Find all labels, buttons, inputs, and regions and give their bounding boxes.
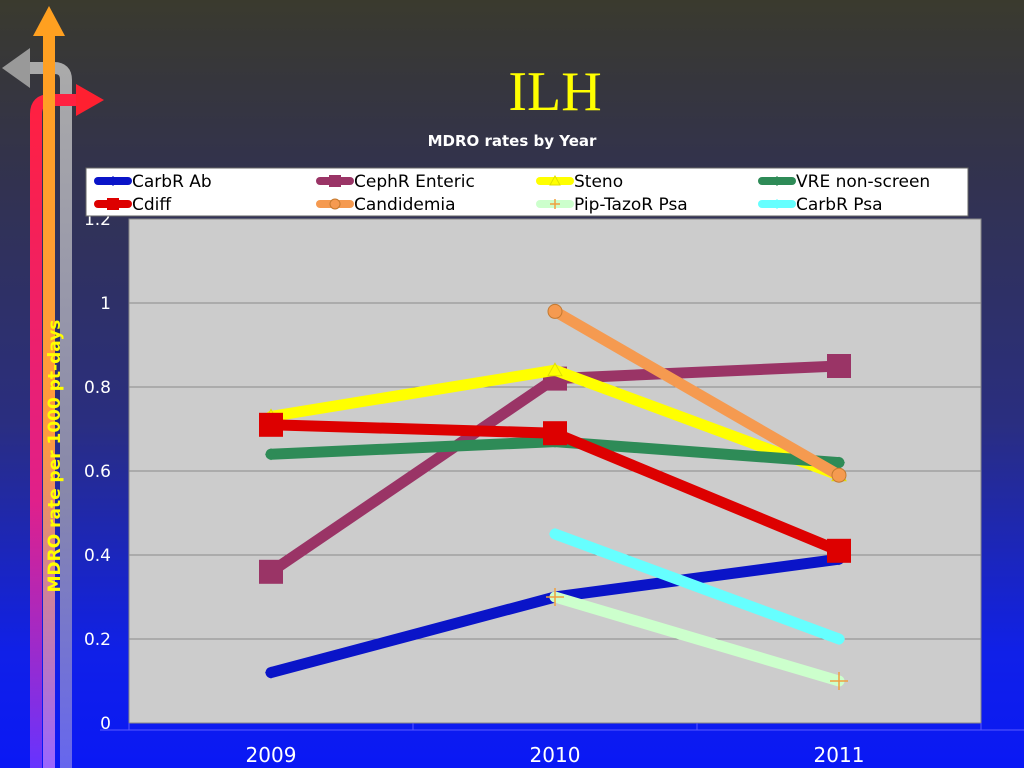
series-point-marker (265, 448, 277, 461)
legend-items: CarbR Ab CephR Enteric Steno VRE non-screen… (94, 172, 930, 215)
legend-item: CarbR Ab (94, 172, 212, 192)
red-arrowhead-icon (76, 84, 104, 116)
legend-item: Steno (536, 172, 623, 192)
series-carbr-psa (549, 528, 845, 645)
series-point-marker (108, 176, 118, 186)
y-tick-label: 0.4 (84, 546, 111, 566)
series-point-marker (546, 588, 564, 606)
decorative-arrows-graphic (2, 6, 104, 768)
series-point-marker (547, 362, 563, 377)
legend-label: Cdiff (132, 195, 172, 215)
legend-label: Pip-TazoR Psa (574, 195, 688, 215)
series-line (549, 528, 845, 645)
legend-label: CarbR Ab (132, 172, 212, 192)
series-point-marker (833, 456, 845, 469)
x-tick-label: 2010 (530, 743, 581, 767)
series-point-marker (549, 174, 561, 186)
series-line (549, 305, 845, 481)
series-point-marker (543, 421, 567, 446)
series-point-marker (772, 199, 782, 209)
series-point-marker (259, 559, 283, 584)
series-point-marker (107, 198, 119, 210)
y-axis-label: MDRO rate per 1000 pt-days (45, 320, 65, 593)
gray-arrowhead-icon (2, 48, 30, 88)
series-point-marker (547, 303, 563, 319)
series-point-marker (265, 666, 277, 679)
series-point-marker (831, 467, 847, 483)
series-point-marker (549, 528, 561, 540)
legend-item: Cdiff (94, 195, 172, 215)
series-point-marker (830, 672, 848, 690)
y-tick-label: 1 (100, 294, 111, 314)
legend-item: Candidemia (316, 195, 456, 215)
series-point-marker (329, 175, 341, 187)
legend (85, 167, 969, 217)
series-layer (259, 303, 851, 690)
series-point-marker (827, 538, 851, 563)
x-tick-label: 2011 (814, 743, 865, 767)
legend-label: CarbR Psa (796, 195, 883, 215)
legend-label: VRE non-screen (796, 172, 930, 192)
chart-title: MDRO rates by Year (428, 132, 597, 150)
legend-label: Candidemia (354, 195, 456, 215)
x-axis-ticks: 2009 2010 2011 (100, 723, 1024, 767)
legend-item: CephR Enteric (316, 172, 475, 192)
y-tick-label: 0.6 (84, 462, 111, 482)
legend-label: CephR Enteric (354, 172, 475, 192)
series-point-marker (833, 633, 845, 645)
series-line (549, 591, 845, 687)
legend-item: CarbR Psa (758, 195, 883, 215)
slide-title: ILH (508, 61, 602, 123)
y-tick-label: 0.8 (84, 378, 111, 398)
series-point-marker (259, 412, 283, 437)
y-axis-ticks: 00.20.40.60.811.2 (84, 210, 111, 734)
y-tick-label: 0 (100, 714, 111, 734)
series-candidemia (547, 303, 847, 483)
legend-label: Steno (574, 172, 623, 192)
legend-item: VRE non-screen (758, 172, 930, 192)
series-point-marker (329, 198, 341, 210)
series-pip-tazor-psa (546, 588, 848, 690)
series-point-marker (550, 199, 560, 209)
series-cdiff (259, 412, 851, 563)
y-tick-label: 0.2 (84, 630, 111, 650)
x-tick-label: 2009 (246, 743, 297, 767)
series-point-marker (772, 176, 782, 186)
legend-item: Pip-TazoR Psa (536, 195, 688, 215)
orange-arrow-icon (43, 30, 55, 768)
orange-arrowhead-icon (33, 6, 65, 36)
series-point-marker (827, 354, 851, 378)
